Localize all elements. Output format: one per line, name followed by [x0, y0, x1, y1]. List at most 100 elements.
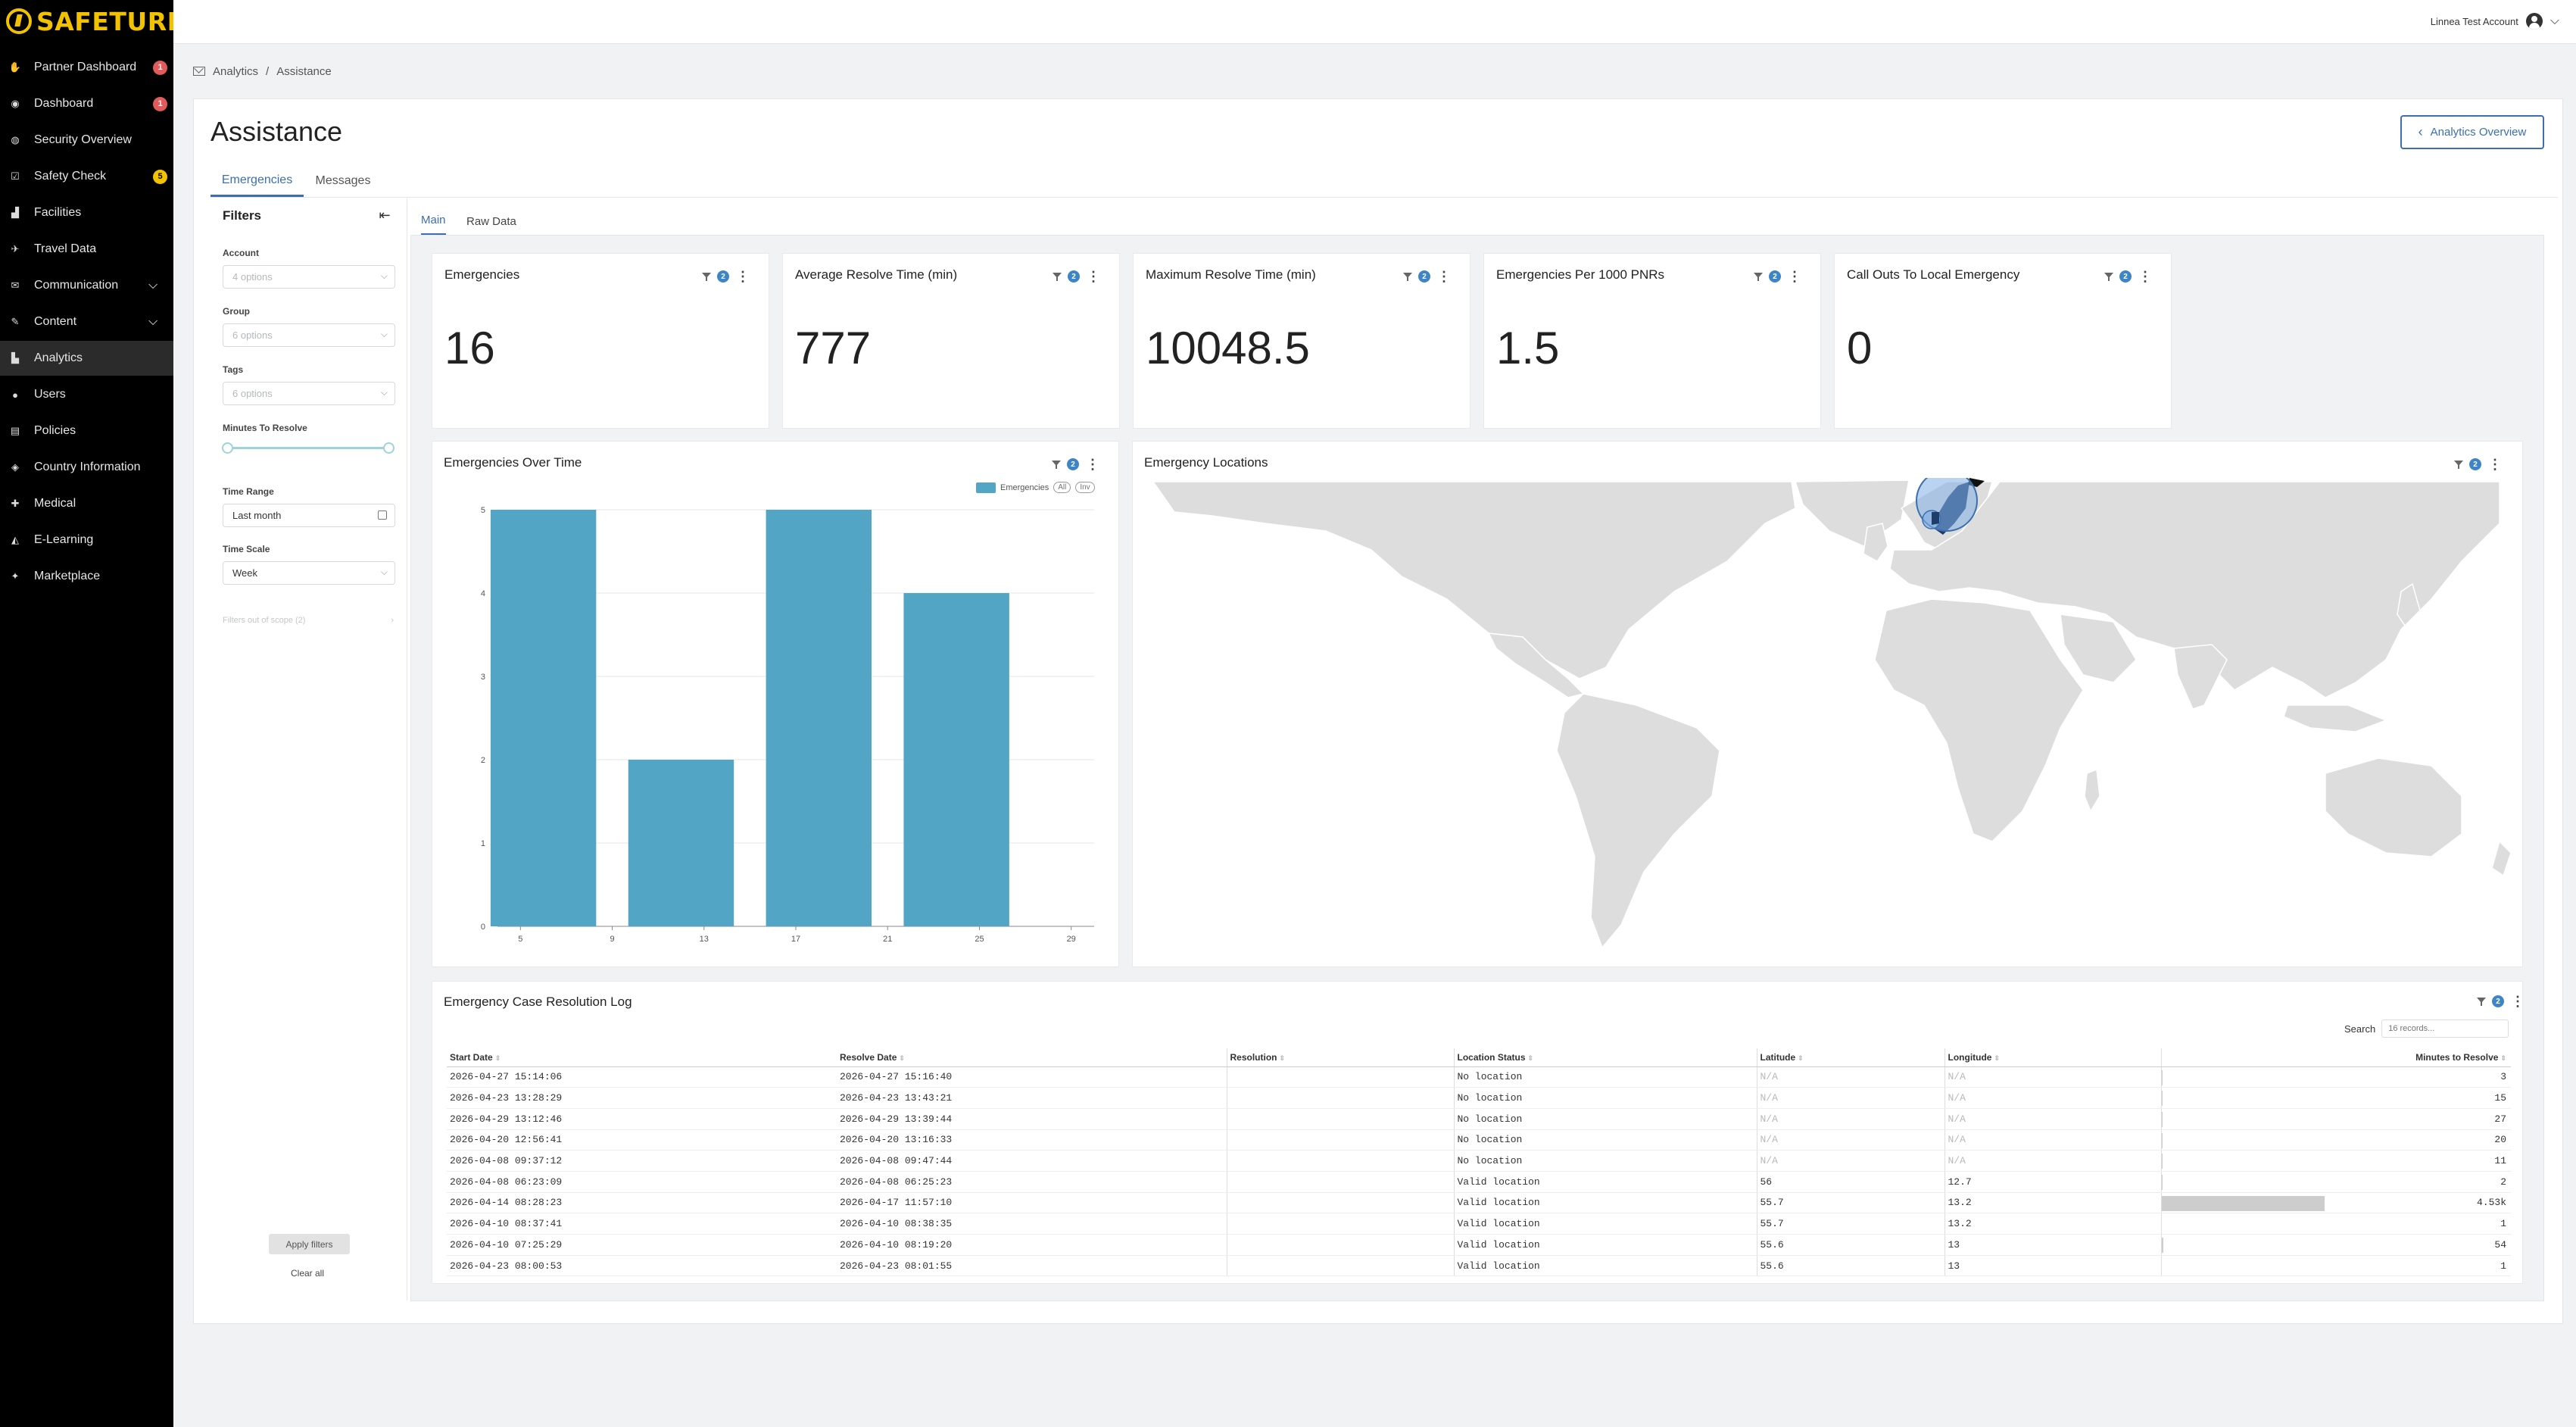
sidebar-item-facilities[interactable]: ▟ Facilities — [0, 195, 173, 230]
sort-icon[interactable]: ⇕ — [1798, 1054, 1804, 1062]
table-cell-start: 2026-04-27 15:14:06 — [447, 1066, 837, 1088]
table-row[interactable]: 2026-04-27 15:14:06 2026-04-27 15:16:40 No… — [447, 1066, 2511, 1088]
column-header[interactable]: Start Date ⇕ — [447, 1048, 837, 1067]
more-options-icon[interactable]: ⋮ — [1086, 457, 1099, 472]
breadcrumb-analytics-link[interactable]: Analytics — [213, 64, 259, 78]
filter-icon[interactable] — [2104, 273, 2113, 281]
sidebar-item-safety-check[interactable]: ☑ Safety Check 5 — [0, 159, 173, 194]
sidebar-item-dashboard[interactable]: ◉ Dashboard 1 — [0, 86, 173, 121]
column-header[interactable]: Longitude ⇕ — [1944, 1048, 2161, 1067]
map-india — [2173, 644, 2228, 710]
legend-all-toggle[interactable]: All — [1053, 482, 1071, 493]
sort-icon[interactable]: ⇕ — [494, 1054, 501, 1062]
minutes-bar — [2161, 1132, 2163, 1148]
filter-count-badge: 2 — [1769, 270, 1781, 283]
filter-icon[interactable] — [1754, 273, 1763, 281]
page-title: Assistance — [211, 116, 343, 147]
group-select[interactable]: 6 options ⌵ — [223, 323, 395, 347]
sidebar-item-users[interactable]: ● Users — [0, 377, 173, 412]
sidebar-item-communication[interactable]: ✉ Communication ⌵ — [0, 268, 173, 303]
sidebar-item-security-overview[interactable]: ◍ Security Overview — [0, 123, 173, 158]
chevron-down-icon: ⌵ — [380, 387, 388, 398]
column-header[interactable]: Minutes to Resolve ⇕ — [2160, 1048, 2511, 1067]
column-header[interactable]: Location Status ⇕ — [1453, 1048, 1757, 1067]
time-range-input[interactable]: Last month — [223, 504, 395, 527]
y-tick-label: 5 — [481, 506, 485, 515]
info-icon: ◈ — [11, 461, 19, 473]
column-header[interactable]: Resolve Date ⇕ — [837, 1048, 1227, 1067]
column-header[interactable]: Resolution ⇕ — [1226, 1048, 1454, 1067]
table-cell-status: Valid location — [1453, 1171, 1757, 1193]
filter-icon[interactable] — [702, 273, 711, 281]
table-row[interactable]: 2026-04-20 12:56:41 2026-04-20 13:16:33 No… — [447, 1129, 2511, 1151]
more-options-icon[interactable]: ⋮ — [2511, 994, 2525, 1009]
more-options-icon[interactable]: ⋮ — [1788, 269, 1801, 284]
map-title: Emergency Locations — [1144, 455, 1268, 470]
more-options-icon[interactable]: ⋮ — [2138, 269, 2152, 284]
subtab-main[interactable]: Main — [421, 207, 446, 236]
sort-icon[interactable]: ⇕ — [2500, 1054, 2506, 1062]
sort-icon[interactable]: ⇕ — [1994, 1054, 2001, 1062]
table-row[interactable]: 2026-04-14 08:28:23 2026-04-17 11:57:10 Va… — [447, 1192, 2511, 1214]
table-cell-status: No location — [1453, 1129, 1757, 1151]
slider-max-handle[interactable] — [383, 442, 395, 454]
table-row[interactable]: 2026-04-23 08:00:53 2026-04-23 08:01:55 Va… — [447, 1255, 2511, 1277]
tab-messages[interactable]: Messages — [315, 174, 371, 187]
collapse-filters-icon[interactable]: ⇤ — [379, 207, 391, 223]
sort-icon[interactable]: ⇕ — [899, 1054, 905, 1062]
subtab-raw-data[interactable]: Raw Data — [466, 214, 516, 228]
slider-min-handle[interactable] — [222, 442, 233, 454]
minutes-range-slider[interactable] — [227, 447, 389, 449]
table-cell-minutes: 1 — [2160, 1213, 2511, 1235]
time-scale-select[interactable]: Week ⌵ — [223, 561, 395, 585]
sort-icon[interactable]: ⇕ — [1279, 1054, 1286, 1062]
filter-icon[interactable] — [1403, 273, 1412, 281]
table-row[interactable]: 2026-04-08 09:37:12 2026-04-08 09:47:44 No… — [447, 1150, 2511, 1172]
analytics-overview-button[interactable]: ‹ Analytics Overview — [2400, 115, 2544, 149]
column-header[interactable]: Latitude ⇕ — [1756, 1048, 1944, 1067]
account-select[interactable]: 4 options ⌵ — [223, 265, 395, 289]
more-options-icon[interactable]: ⋮ — [2488, 457, 2502, 472]
filter-icon[interactable] — [2454, 461, 2463, 469]
sidebar-item-partner-dashboard[interactable]: ✋ Partner Dashboard 1 — [0, 50, 173, 85]
chevron-down-icon[interactable]: ⌵ — [148, 315, 158, 328]
brand-logo[interactable]: SAFETURE ® — [6, 6, 195, 36]
more-options-icon[interactable]: ⋮ — [1437, 269, 1451, 284]
table-row[interactable]: 2026-04-10 08:37:41 2026-04-10 08:38:35 Va… — [447, 1213, 2511, 1235]
chevron-down-icon: ⌵ — [380, 329, 388, 339]
filter-icon[interactable] — [1052, 461, 1061, 469]
sidebar-item-medical[interactable]: ✚ Medical — [0, 486, 173, 521]
legend-invert-toggle[interactable]: Inv — [1075, 482, 1095, 493]
analytics-envelope-icon — [193, 67, 205, 76]
world-map[interactable] — [1144, 478, 2511, 955]
sidebar-item-e-learning[interactable]: ◭ E-Learning — [0, 523, 173, 557]
tags-select[interactable]: 6 options ⌵ — [223, 382, 395, 405]
more-options-icon[interactable]: ⋮ — [1087, 269, 1100, 284]
chevron-down-icon[interactable]: ⌵ — [148, 279, 158, 292]
sidebar-item-country-information[interactable]: ◈ Country Information — [0, 450, 173, 485]
filter-icon[interactable] — [1053, 273, 1062, 281]
sort-icon[interactable]: ⇕ — [1527, 1054, 1534, 1062]
more-options-icon[interactable]: ⋮ — [736, 269, 750, 284]
account-menu[interactable]: Linnea Test Account ⌵ — [2431, 11, 2559, 32]
safety-check-icon: ☑ — [11, 170, 20, 182]
filter-icon[interactable] — [2477, 998, 2486, 1006]
filters-title: Filters — [223, 208, 262, 223]
sidebar-item-travel-data[interactable]: ✈ Travel Data — [0, 232, 173, 267]
sidebar-item-marketplace[interactable]: ✦ Marketplace — [0, 559, 173, 594]
clear-all-link[interactable]: Clear all — [291, 1268, 325, 1279]
chart-legend[interactable]: Emergencies All Inv — [976, 482, 1095, 493]
sidebar-item-content[interactable]: ✎ Content ⌵ — [0, 304, 173, 339]
search-input[interactable] — [2381, 1020, 2509, 1038]
sidebar-item-analytics[interactable]: ▙ Analytics — [0, 341, 173, 376]
apply-filters-button[interactable]: Apply filters — [269, 1234, 350, 1254]
tab-emergencies[interactable]: Emergencies — [211, 165, 304, 197]
table-row[interactable]: 2026-04-10 07:25:29 2026-04-10 08:19:20 Va… — [447, 1234, 2511, 1256]
table-cell-minutes: 15 — [2160, 1087, 2511, 1109]
account-filter-label: Account — [223, 248, 259, 258]
filters-out-of-scope[interactable]: Filters out of scope (2) › — [223, 616, 394, 625]
table-row[interactable]: 2026-04-29 13:12:46 2026-04-29 13:39:44 No… — [447, 1108, 2511, 1130]
table-row[interactable]: 2026-04-23 13:28:29 2026-04-23 13:43:21 No… — [447, 1087, 2511, 1109]
sidebar-item-policies[interactable]: ▤ Policies — [0, 414, 173, 448]
table-row[interactable]: 2026-04-08 06:23:09 2026-04-08 06:25:23 Va… — [447, 1171, 2511, 1193]
